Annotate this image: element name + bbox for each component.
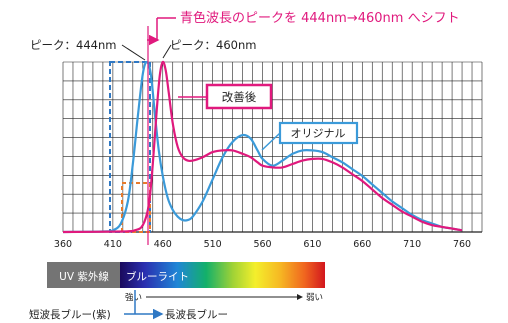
peak-label-460: ピーク：460nm [170, 38, 256, 52]
strength-weak-label: 弱い [306, 293, 323, 303]
uv-band-label: UV 紫外線 [59, 270, 109, 283]
visible-spectrum-band [120, 262, 325, 288]
blue-light-label: ブルーライト [126, 270, 189, 283]
x-tick-label: 660 [353, 239, 371, 250]
legend-label-original: オリジナル [291, 127, 346, 140]
strength-strong-label: 強い [125, 292, 142, 303]
shift-annotation-title: 青色波長のピークを 444nm→460nm へシフト [180, 10, 460, 26]
peak-region-dashed-box [121, 182, 151, 233]
peak-label-444: ピーク：444nm [30, 38, 116, 52]
series-line-improved [62, 60, 463, 234]
short-wave-label: 短波長ブルー(紫) [29, 308, 111, 321]
peak-label-460-leader [162, 44, 172, 59]
peak-label-444-leader [121, 44, 146, 61]
x-tick-label: 760 [453, 239, 471, 250]
short-wave-dashed-box [109, 61, 151, 233]
x-tick-label: 560 [253, 239, 271, 250]
x-tick-label: 610 [303, 239, 321, 250]
x-tick-label: 510 [204, 239, 222, 250]
legend-leader-original [261, 132, 281, 151]
x-tick-label: 460 [154, 239, 172, 250]
long-wave-label: 長波長ブルー [165, 308, 228, 321]
x-tick-label: 710 [403, 239, 421, 250]
uv-band [47, 262, 120, 288]
legend-label-improved: 改善後 [222, 90, 257, 104]
x-tick-labels: 360 410 460 510 560 610 660 710 760 [54, 239, 471, 250]
series-line-original [62, 60, 463, 234]
x-tick-label: 410 [104, 239, 122, 250]
x-tick-label: 360 [54, 239, 72, 250]
